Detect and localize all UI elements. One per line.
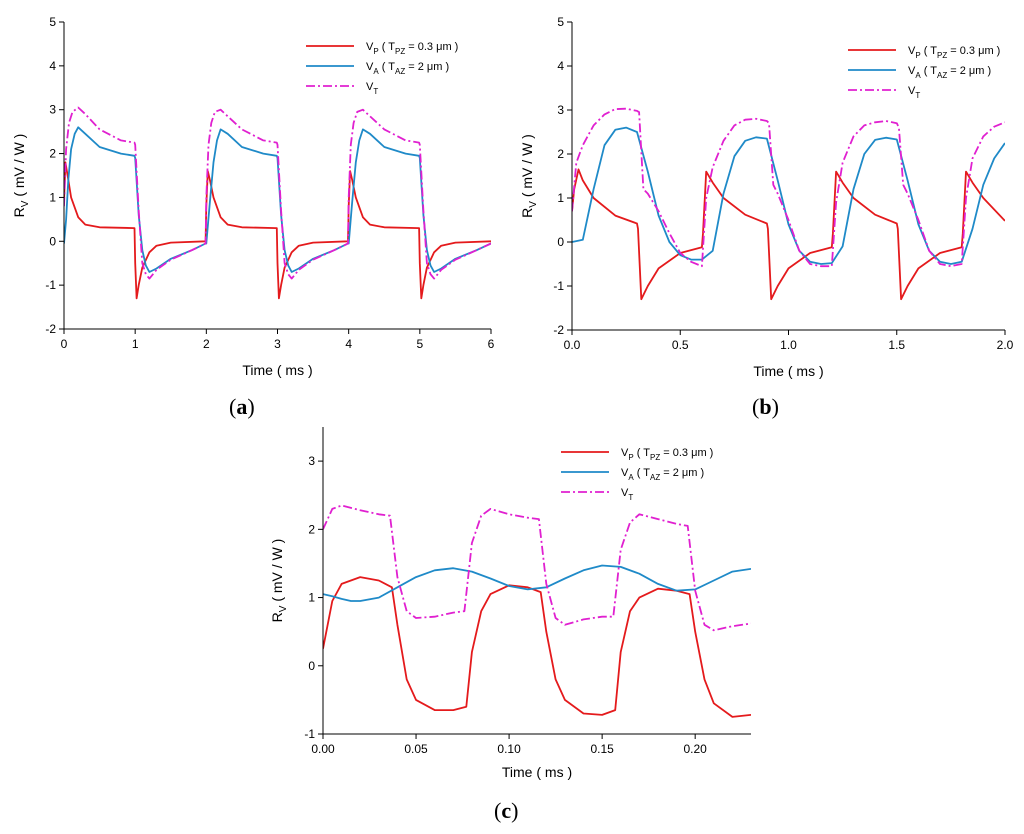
y-tick-label: 2 [49,147,56,161]
y-axis-label: RV ( mV / W ) [269,539,289,623]
chart-b: 0.0 0.5 1.0 1.5 2.0 -2 -1 0 1 2 3 4 5 Time ( ms ) RV (… [519,15,1014,379]
panel-label-c: (c) [494,798,519,823]
x-tick-label: 0 [61,337,68,351]
x-axis-label: Time ( ms ) [242,362,312,378]
y-tick-label: 0 [308,659,315,673]
series-line-vt [572,107,1005,268]
y-axis-label: RV ( mV / W ) [11,134,31,218]
x-tick-label: 0.15 [590,742,614,756]
y-tick-label: -1 [45,278,56,292]
y-tick-label: -1 [553,279,564,293]
y-tick-label: 5 [557,15,564,29]
x-tick-label: 1 [132,337,139,351]
x-tick-label: 4 [345,337,352,351]
y-tick-label: 2 [557,147,564,161]
y-tick-label: 3 [49,103,56,117]
series-line-vt [64,106,491,280]
y-tick-label: 0 [557,235,564,249]
series-line-vt [323,504,751,632]
y-tick-label: -2 [45,322,56,336]
x-tick-label: 0.05 [404,742,428,756]
x-tick-label: 1.5 [888,338,905,352]
series-line-va [572,126,1005,265]
legend-label-vt: VT [366,81,378,96]
x-tick-label: 3 [274,337,281,351]
legend-label-vt: VT [908,85,920,100]
y-tick-label: 1 [49,190,56,204]
y-tick-label: 5 [49,15,56,29]
x-tick-label: 1.0 [780,338,797,352]
y-tick-label: 0 [49,234,56,248]
y-tick-label: -2 [553,323,564,337]
y-tick-label: 4 [557,59,564,73]
x-axis-label: Time ( ms ) [502,764,572,780]
x-tick-label: 0.10 [497,742,521,756]
legend-label-va: VA ( TAZ = 2 μm ) [366,61,449,76]
chart-a: 0 1 2 3 4 5 6 -2 -1 0 1 2 3 4 5 Time ( ms ) RV ( mV / W … [11,15,495,378]
legend-label-va: VA ( TAZ = 2 μm ) [908,65,991,80]
legend-label-vt: VT [621,487,633,502]
y-tick-label: 1 [308,591,315,605]
y-axis-label: RV ( mV / W ) [519,134,539,218]
series-line-vp [572,168,1005,301]
legend-label-vp: VP ( TPZ = 0.3 μm ) [621,447,713,462]
y-tick-label: -1 [304,727,315,741]
y-tick-label: 2 [308,522,315,536]
panel-label-b: (b) [752,394,779,419]
x-tick-label: 0.5 [672,338,689,352]
x-tick-label: 2 [203,337,210,351]
legend: VP ( TPZ = 0.3 μm ) VA ( TAZ = 2 μm ) VT [848,45,1000,100]
y-tick-label: 3 [308,454,315,468]
legend: VP ( TPZ = 0.3 μm ) VA ( TAZ = 2 μm ) VT [561,447,713,502]
panel-label-a: (a) [229,394,255,419]
chart-c: 0.00 0.05 0.10 0.15 0.20 -1 0 1 2 3 Time ( ms ) RV … [269,427,751,780]
y-tick-label: 4 [49,59,56,73]
legend: VP ( TPZ = 0.3 μm ) VA ( TAZ = 2 μm ) VT [306,41,458,96]
x-tick-label: 0.00 [311,742,335,756]
legend-label-vp: VP ( TPZ = 0.3 μm ) [908,45,1000,60]
legend-label-vp: VP ( TPZ = 0.3 μm ) [366,41,458,56]
x-tick-label: 2.0 [997,338,1014,352]
legend-label-va: VA ( TAZ = 2 μm ) [621,467,704,482]
series-line-va [64,126,491,273]
x-tick-label: 5 [416,337,423,351]
x-tick-label: 0.0 [564,338,581,352]
series-line-vp [323,576,751,718]
y-tick-label: 1 [557,191,564,205]
x-tick-label: 6 [488,337,495,351]
y-tick-label: 3 [557,103,564,117]
series-line-vp [64,161,491,300]
series-line-va [323,564,751,602]
x-tick-label: 0.20 [683,742,707,756]
x-axis-label: Time ( ms ) [753,363,823,379]
